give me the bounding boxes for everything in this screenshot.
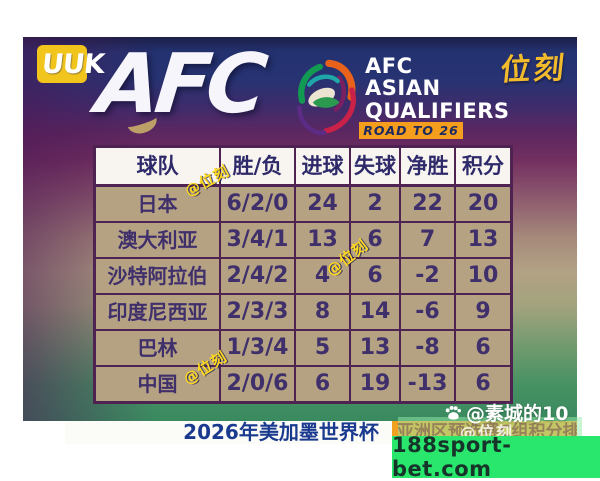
column-header: 净胜 [401, 148, 456, 184]
stat-cell: 13 [351, 331, 401, 365]
weike-stamp-logo: 位刻 [498, 50, 569, 89]
stat-cell: 14 [351, 295, 401, 329]
stat-cell: 13 [456, 223, 510, 257]
team-name-cell: 中国 [96, 367, 221, 401]
team-name-cell: 印度尼西亚 [96, 295, 221, 329]
stat-cell: 7 [401, 223, 456, 257]
stat-cell: 2/4/2 [221, 259, 296, 293]
table-header-row: 球队 胜/负 进球 失球 净胜 积分 [96, 148, 510, 187]
table-row: 澳大利亚 3/4/1 13 6 7 13 [96, 223, 510, 259]
stat-cell: 1/3/4 [221, 331, 296, 365]
poster-background: UUK AFC AFC ASIAN QUALIFIERS ROAD TO 26 … [23, 37, 577, 421]
column-header: 失球 [351, 148, 401, 184]
stat-cell: 20 [456, 187, 510, 221]
table-row: 沙特阿拉伯 2/4/2 4 6 -2 10 [96, 259, 510, 295]
table-row: 巴林 1/3/4 5 13 -8 6 [96, 331, 510, 367]
column-header: 球队 [96, 148, 221, 184]
uuk-logo: UUK [37, 45, 105, 83]
stat-cell: 6/2/0 [221, 187, 296, 221]
stat-cell: -2 [401, 259, 456, 293]
stat-cell: 2/3/3 [221, 295, 296, 329]
stat-cell: 9 [456, 295, 510, 329]
table-body: 日本 6/2/0 24 2 22 20 澳大利亚 3/4/1 13 6 7 13 沙特阿拉伯 2/4/2 4… [96, 187, 510, 401]
table-row: 中国 2/0/6 6 19 -13 6 [96, 367, 510, 401]
stat-cell: 19 [351, 367, 401, 401]
aq-wordmark-line1: AFC [365, 54, 413, 78]
team-name-cell: 沙特阿拉伯 [96, 259, 221, 293]
team-name-cell: 日本 [96, 187, 221, 221]
stat-cell: 13 [296, 223, 351, 257]
stat-cell: 6 [351, 223, 401, 257]
stat-cell: 4 [296, 259, 351, 293]
afc-logo: AFC [92, 37, 267, 132]
table-row: 日本 6/2/0 24 2 22 20 [96, 187, 510, 223]
stat-cell: 6 [351, 259, 401, 293]
stat-cell: -8 [401, 331, 456, 365]
column-header: 胜/负 [221, 148, 296, 184]
standings-table: 球队 胜/负 进球 失球 净胜 积分 日本 6/2/0 24 2 22 20 澳大利亚 3/4/1 13 6… [93, 145, 513, 404]
aq-wordmark-line2: ASIAN [365, 76, 441, 101]
user-watermark: @素城的10 [444, 399, 568, 426]
paw-icon [445, 405, 461, 419]
betting-site-banner[interactable]: 188sport-bet.com [392, 433, 600, 481]
column-header: 积分 [456, 148, 510, 184]
stat-cell: -6 [401, 295, 456, 329]
team-name-cell: 巴林 [96, 331, 221, 365]
afc-asian-qualifiers-emblem-icon [297, 59, 356, 135]
stat-cell: 6 [456, 367, 510, 401]
stat-cell: 6 [456, 331, 510, 365]
watermark-highlight-strip [398, 417, 582, 438]
table-row: 印度尼西亚 2/3/3 8 14 -6 9 [96, 295, 510, 331]
stat-cell: 6 [296, 367, 351, 401]
stat-cell: 5 [296, 331, 351, 365]
column-header: 进球 [296, 148, 351, 184]
stat-cell: 2/0/6 [221, 367, 296, 401]
stat-cell: 22 [401, 187, 456, 221]
banner-title-worldcup: 2026年美加墨世界杯 [65, 421, 392, 444]
stat-cell: -13 [401, 367, 456, 401]
stat-cell: 10 [456, 259, 510, 293]
uuk-logo-text: UUK [40, 48, 106, 80]
aq-wordmark-line3: QUALIFIERS [365, 98, 510, 123]
stat-cell: 24 [296, 187, 351, 221]
road-to-26-banner: ROAD TO 26 [359, 122, 463, 139]
aq-wordmark: AFC ASIAN QUALIFIERS [365, 54, 510, 123]
stat-cell: 8 [296, 295, 351, 329]
stat-cell: 2 [351, 187, 401, 221]
user-watermark-text: @素城的10 [466, 403, 569, 425]
team-name-cell: 澳大利亚 [96, 223, 221, 257]
stat-cell: 3/4/1 [221, 223, 296, 257]
